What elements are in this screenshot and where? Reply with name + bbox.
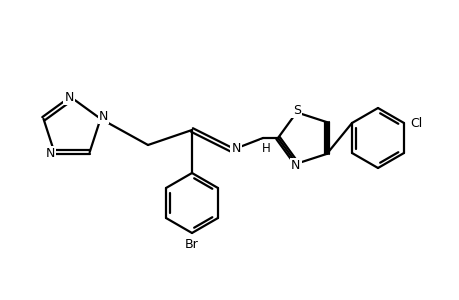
Text: Br: Br — [185, 238, 198, 251]
Text: N: N — [231, 142, 240, 154]
Text: N: N — [45, 147, 55, 160]
Text: N: N — [291, 159, 300, 172]
Text: N: N — [64, 91, 73, 103]
Text: Cl: Cl — [409, 116, 421, 130]
Text: N: N — [99, 110, 108, 123]
Text: H: H — [261, 142, 270, 154]
Text: S: S — [292, 104, 300, 117]
